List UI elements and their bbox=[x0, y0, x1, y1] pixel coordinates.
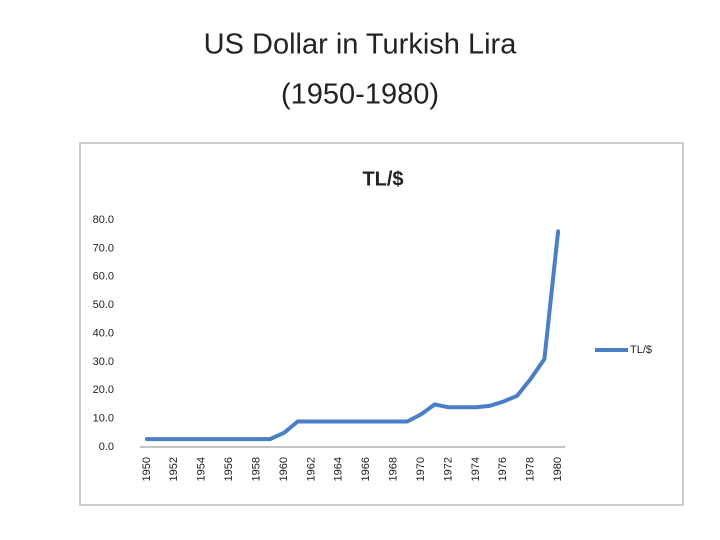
y-tick-label: 60.0 bbox=[93, 271, 114, 283]
slide-title: US Dollar in Turkish Lira bbox=[204, 29, 518, 61]
x-tick-label: 1978 bbox=[525, 457, 537, 481]
chart-title: TL/$ bbox=[362, 168, 403, 190]
x-tick-label: 1960 bbox=[278, 457, 290, 481]
y-tick-label: 80.0 bbox=[93, 214, 114, 226]
x-tick-label: 1976 bbox=[497, 457, 509, 481]
chart-frame bbox=[79, 142, 684, 506]
y-tick-label: 10.0 bbox=[93, 413, 114, 425]
y-tick-label: 30.0 bbox=[93, 356, 114, 368]
x-tick-label: 1964 bbox=[333, 457, 345, 481]
y-tick-label: 40.0 bbox=[93, 327, 114, 339]
x-tick-label: 1950 bbox=[141, 457, 153, 481]
x-tick-label: 1954 bbox=[196, 457, 208, 481]
x-tick-label: 1962 bbox=[305, 457, 317, 481]
data-line bbox=[144, 229, 561, 442]
x-tick-label: 1980 bbox=[552, 457, 564, 481]
y-tick-label: 0.0 bbox=[99, 441, 114, 453]
x-tick-label: 1968 bbox=[388, 457, 400, 481]
y-tick-label: 20.0 bbox=[93, 384, 114, 396]
x-tick-label: 1966 bbox=[360, 457, 372, 481]
x-tick-label: 1972 bbox=[442, 457, 454, 481]
y-tick-label: 70.0 bbox=[93, 242, 114, 254]
slide-subtitle: (1950-1980) bbox=[281, 79, 439, 111]
x-tick-label: 1970 bbox=[415, 457, 427, 481]
x-tick-label: 1974 bbox=[470, 457, 482, 481]
legend-label: TL/$ bbox=[630, 344, 652, 356]
x-tick-label: 1958 bbox=[250, 457, 262, 481]
x-tick-label: 1956 bbox=[223, 457, 235, 481]
y-tick-label: 50.0 bbox=[93, 299, 114, 311]
x-tick-label: 1952 bbox=[168, 457, 180, 481]
